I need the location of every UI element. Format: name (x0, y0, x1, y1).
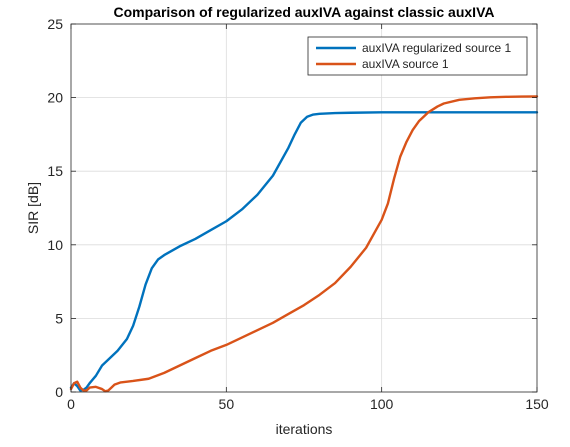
grid (71, 24, 537, 392)
x-tick-label: 100 (370, 396, 394, 412)
x-tick-label: 0 (67, 396, 75, 412)
legend-label-2: auxIVA source 1 (362, 57, 449, 71)
x-tick-label: 150 (525, 396, 549, 412)
series-group (69, 95, 539, 393)
legend-label-1: auxIVA regularized source 1 (362, 41, 512, 55)
series-line-1 (69, 111, 539, 392)
y-tick-label: 5 (55, 310, 63, 326)
series-line-2 (69, 95, 539, 393)
y-axis-title: SIR [dB] (25, 182, 41, 234)
y-tick-label: 25 (47, 16, 63, 32)
y-tick-label: 20 (47, 90, 63, 106)
y-tick-label: 15 (47, 163, 63, 179)
axes-frame (70, 23, 538, 393)
plot-area (71, 24, 537, 392)
ticks: 0 50 100 150 0 5 10 15 20 25 (47, 16, 548, 412)
x-tick-label: 50 (219, 396, 235, 412)
legend: auxIVA regularized source 1 auxIVA source… (307, 36, 528, 76)
x-axis-title: iterations (276, 421, 333, 437)
chart-title: Comparison of regularized auxIVA against… (114, 4, 495, 20)
legend-box (307, 36, 528, 76)
y-tick-label: 0 (55, 384, 63, 400)
y-tick-label: 10 (47, 237, 63, 253)
